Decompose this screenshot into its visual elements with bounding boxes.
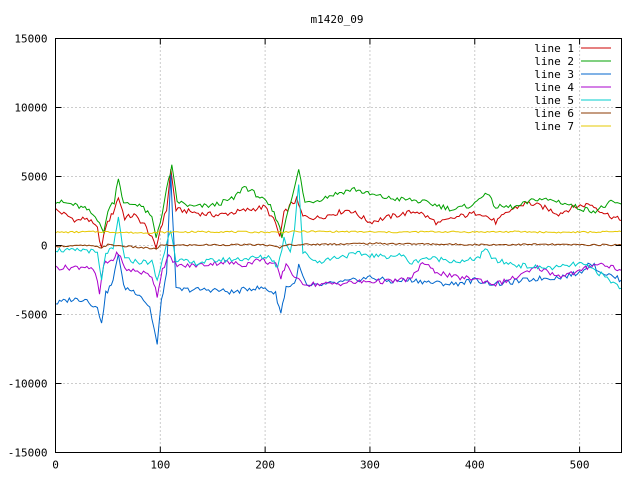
series-line-3 <box>55 174 622 345</box>
x-tick-label: 300 <box>360 459 380 472</box>
y-tick-label: 0 <box>41 240 48 253</box>
legend-label-4: line 4 <box>534 81 574 94</box>
x-tick-label: 400 <box>465 459 485 472</box>
legend-label-6: line 6 <box>534 107 574 120</box>
legend-label-5: line 5 <box>534 94 574 107</box>
series-line-4 <box>55 251 622 298</box>
y-tick-label: -15000 <box>8 447 48 460</box>
series-line-6 <box>55 242 622 250</box>
x-tick-label: 200 <box>255 459 275 472</box>
series-line-7 <box>55 230 622 234</box>
x-tick-label: 500 <box>570 459 590 472</box>
legend-label-3: line 3 <box>534 68 574 81</box>
x-tick-label: 100 <box>150 459 170 472</box>
chart-title: m1420_09 <box>311 13 364 26</box>
y-tick-label: 10000 <box>14 102 47 115</box>
grid-lines <box>55 38 622 453</box>
series-line-5 <box>55 184 622 290</box>
legend-label-2: line 2 <box>534 55 574 68</box>
x-tick-label: 0 <box>52 459 59 472</box>
axis-ticks: 0 100 200 300 400 500 -15000 -10000 -5000 0 5000 10… <box>8 33 622 472</box>
series-group <box>55 164 622 345</box>
series-line-1 <box>55 168 622 251</box>
y-tick-label: 15000 <box>14 33 47 46</box>
series-line-2 <box>55 164 622 239</box>
y-tick-label: 5000 <box>21 171 48 184</box>
legend-label-7: line 7 <box>534 120 574 133</box>
y-tick-label: -5000 <box>14 309 47 322</box>
legend-label-1: line 1 <box>534 42 574 55</box>
y-tick-label: -10000 <box>8 378 48 391</box>
